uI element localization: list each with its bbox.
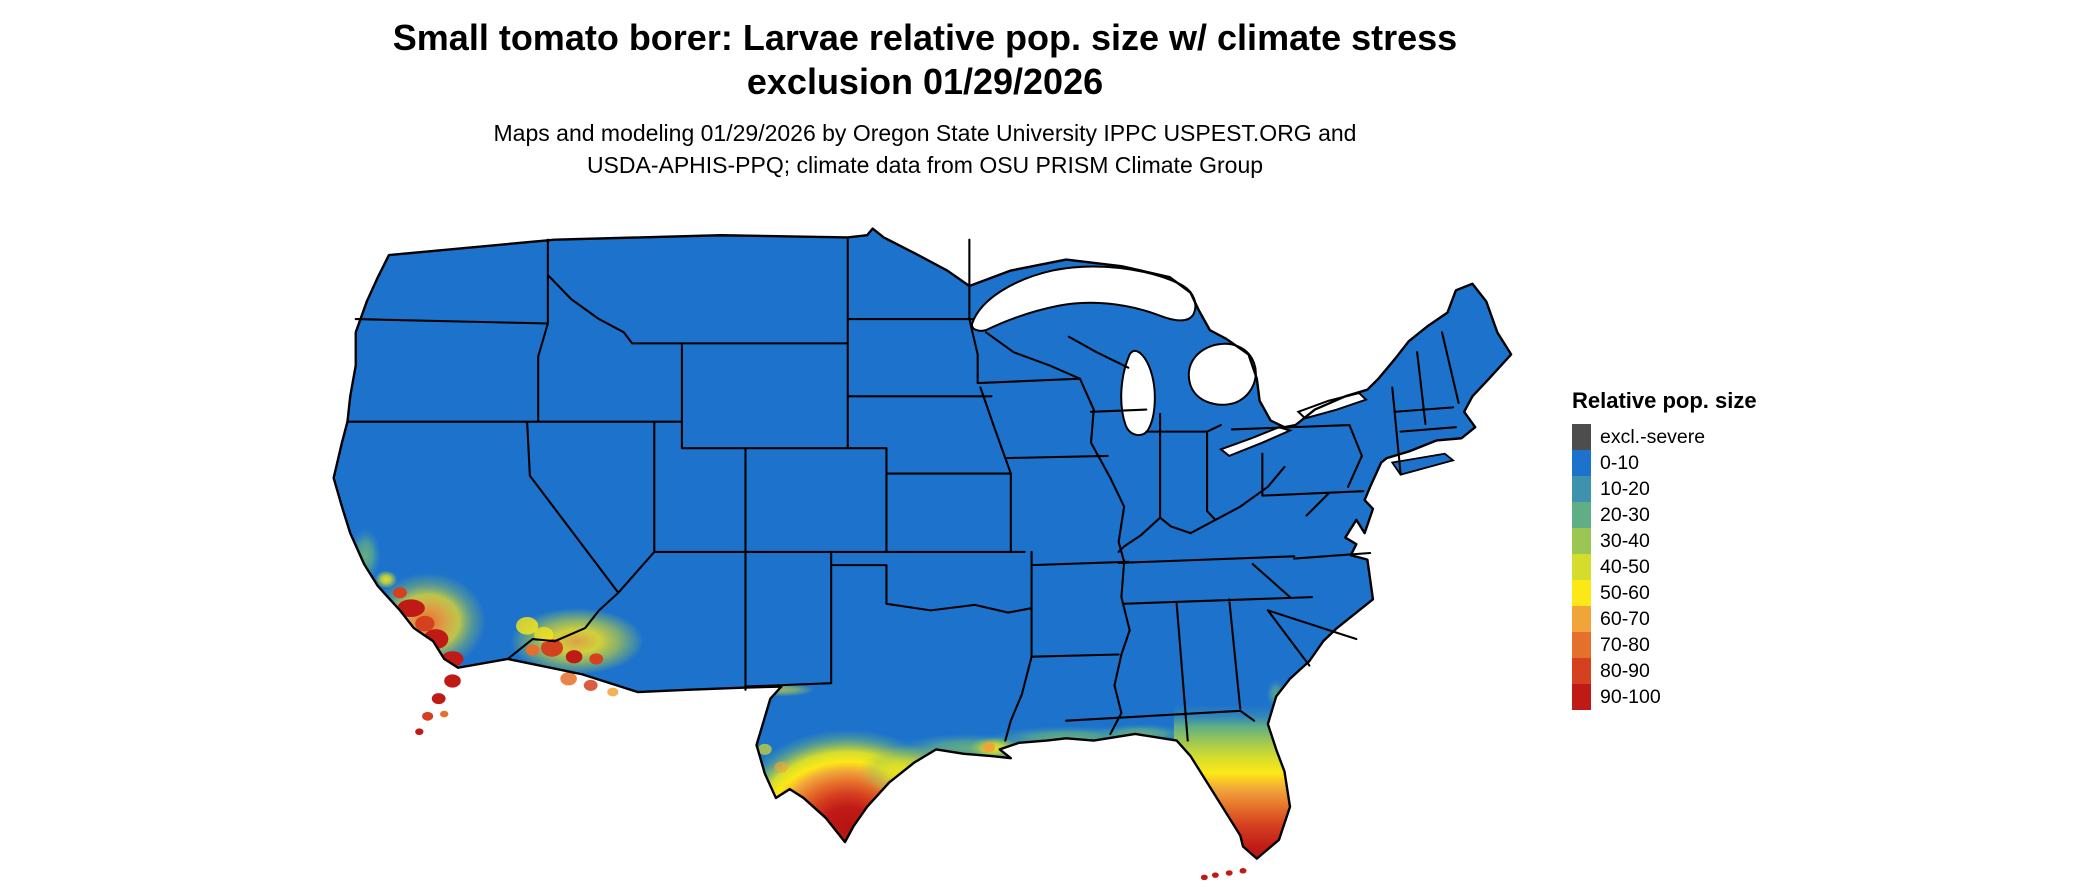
legend-label: 90-100 <box>1600 686 1661 708</box>
hotspot-az-red-3 <box>589 653 604 665</box>
hotspot-az-yellow-1 <box>516 616 539 635</box>
legend-label: excl.-severe <box>1600 426 1706 448</box>
hotspot-central-coast <box>350 528 381 582</box>
legend-items: excl.-severe 0-10 10-20 20-30 30-40 40-5… <box>1572 424 1832 710</box>
hotspot-baja-3 <box>422 711 434 721</box>
us-outline <box>334 229 1511 859</box>
legend-swatch-60-70 <box>1572 606 1591 632</box>
legend-swatch-50-60 <box>1572 580 1591 606</box>
subtitle-line-1: Maps and modeling 01/29/2026 by Oregon S… <box>493 119 1357 146</box>
legend-label: 20-30 <box>1600 504 1650 526</box>
long-island <box>1392 454 1453 475</box>
hotspot-keys-4 <box>1239 868 1247 874</box>
legend-swatch-10-20 <box>1572 476 1591 502</box>
hotspot-keys-3 <box>1225 870 1233 876</box>
page-subtitle: Maps and modeling 01/29/2026 by Oregon S… <box>0 118 1850 181</box>
legend-label: 10-20 <box>1600 478 1650 500</box>
legend-label: 80-90 <box>1600 660 1650 682</box>
hotspot-baja-2 <box>431 693 446 705</box>
hotspot-new-orleans-core <box>982 742 995 753</box>
us-map <box>306 222 1536 881</box>
subtitle-line-2: USDA-APHIS-PPQ; climate data from OSU PR… <box>586 151 1264 178</box>
hotspot-georgia-coast <box>1266 679 1286 709</box>
legend: Relative pop. size excl.-severe 0-10 10-… <box>1572 388 1832 710</box>
hotspot-socal-red-4 <box>393 587 407 599</box>
legend-item: 80-90 <box>1572 658 1832 684</box>
hotspot-socal-red-1 <box>397 599 425 617</box>
hotspot-mexico-layer <box>415 672 1247 881</box>
legend-swatch-90-100 <box>1572 684 1591 710</box>
great-lakes <box>972 267 1366 456</box>
hotspot-az-orange-1 <box>525 644 540 656</box>
legend-item: 10-20 <box>1572 476 1832 502</box>
hotspot-florida <box>1173 705 1322 859</box>
hotspot-sonora-2 <box>583 679 598 691</box>
lake-michigan <box>1121 351 1155 435</box>
hotspot-rio-grande-2 <box>774 761 789 773</box>
legend-item: 90-100 <box>1572 684 1832 710</box>
hotspot-arizona <box>510 608 644 675</box>
lake-erie <box>1221 427 1290 456</box>
legend-item: 60-70 <box>1572 606 1832 632</box>
legend-item: excl.-severe <box>1572 424 1832 450</box>
hotspot-central-valley <box>375 570 398 589</box>
hotspot-socal-orange <box>415 615 435 632</box>
hotspot-sonora-1 <box>560 672 577 686</box>
hotspot-sonora-3 <box>607 687 619 697</box>
legend-swatch-0-10 <box>1572 450 1591 476</box>
legend-item: 30-40 <box>1572 528 1832 554</box>
hotspot-baja-5 <box>415 728 424 736</box>
legend-swatch-30-40 <box>1572 528 1591 554</box>
legend-label: 30-40 <box>1600 530 1650 552</box>
legend-item: 70-80 <box>1572 632 1832 658</box>
page-title: Small tomato borer: Larvae relative pop.… <box>0 16 1850 104</box>
hotspot-rio-grande-1 <box>757 743 772 755</box>
legend-item: 0-10 <box>1572 450 1832 476</box>
state-borders <box>347 240 1458 741</box>
legend-item: 40-50 <box>1572 554 1832 580</box>
hotspot-az-red-1 <box>540 639 564 657</box>
hotspot-keys-2 <box>1211 872 1219 878</box>
hotspot-az-red-2 <box>565 650 583 664</box>
legend-title: Relative pop. size <box>1572 388 1757 413</box>
legend-swatch-80-90 <box>1572 658 1591 684</box>
title-line-1: Small tomato borer: Larvae relative pop.… <box>392 17 1458 58</box>
hotspot-keys-1 <box>1200 874 1208 881</box>
legend-label: 50-60 <box>1600 582 1650 604</box>
legend-label: 70-80 <box>1600 634 1650 656</box>
map-panel <box>306 222 1536 884</box>
hotspot-az-yellow-2 <box>534 626 554 643</box>
legend-swatch-excl-severe <box>1572 424 1591 450</box>
legend-label: 0-10 <box>1600 452 1640 474</box>
legend-item: 50-60 <box>1572 580 1832 606</box>
legend-label: 60-70 <box>1600 608 1650 630</box>
lake-huron <box>1189 344 1256 405</box>
lake-superior <box>972 267 1195 331</box>
hotspot-baja-1 <box>444 674 461 688</box>
legend-item: 20-30 <box>1572 502 1832 528</box>
title-line-2: exclusion 01/29/2026 <box>746 60 1104 102</box>
legend-label: 40-50 <box>1600 556 1650 578</box>
legend-swatch-20-30 <box>1572 502 1591 528</box>
title-block: Small tomato borer: Larvae relative pop.… <box>0 16 1850 181</box>
hotspot-baja-4 <box>440 710 449 718</box>
legend-swatch-70-80 <box>1572 632 1591 658</box>
legend-swatch-40-50 <box>1572 554 1591 580</box>
